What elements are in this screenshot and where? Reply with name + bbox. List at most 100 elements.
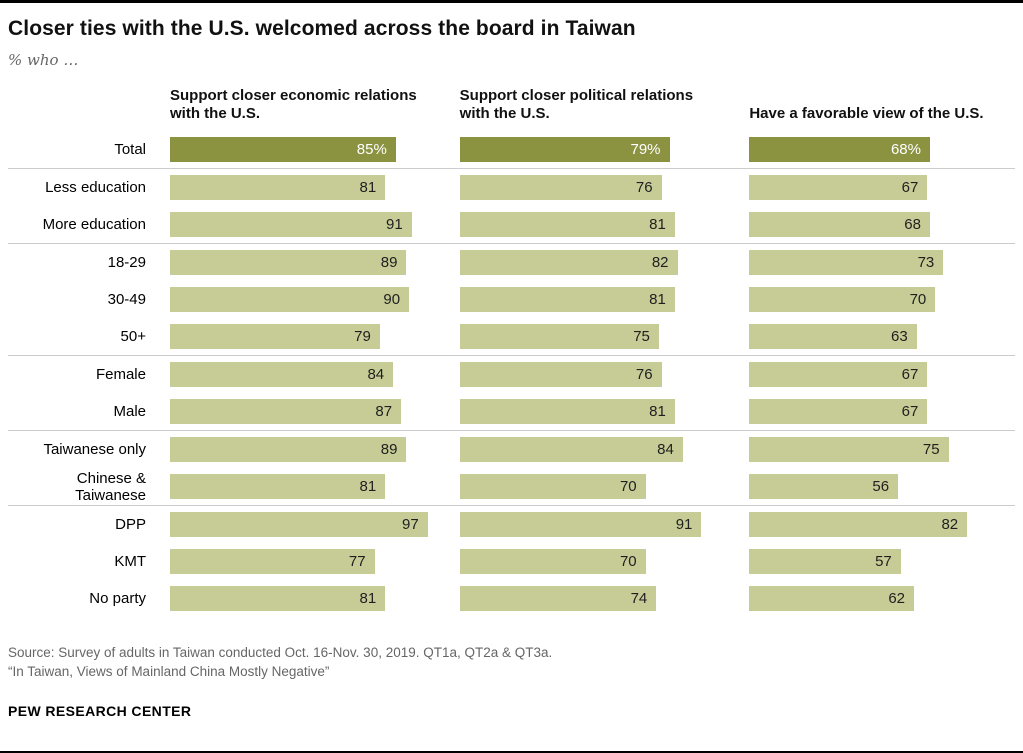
bar: 81: [170, 586, 386, 611]
row-label: Less education: [45, 179, 146, 196]
bar: 75: [459, 324, 659, 349]
bar-value: 79: [354, 328, 371, 345]
source-line-1: Source: Survey of adults in Taiwan condu…: [8, 645, 553, 660]
row-label: Female: [95, 366, 146, 383]
bar-value: 87: [375, 403, 393, 420]
bar-value: 67: [901, 366, 919, 383]
bar-cell: 67: [749, 175, 1015, 200]
bar: 89: [170, 250, 407, 275]
bar-value: 73: [917, 254, 935, 271]
bar-value: 76: [635, 179, 653, 196]
column-header-political: Support closer political relations with …: [459, 87, 694, 122]
row-label: 50+: [120, 328, 146, 345]
bar-value: 75: [922, 441, 940, 458]
bar-cell: 81: [459, 287, 726, 312]
bar-value: 70: [619, 553, 637, 570]
bar-value: 75: [633, 328, 650, 345]
bar: 90: [170, 287, 410, 312]
bar-value: 97: [401, 516, 419, 533]
bar-cell: 70: [749, 287, 1015, 312]
bar: 75: [749, 437, 949, 462]
bar: 97: [170, 512, 428, 537]
bar-cell: 91: [459, 512, 726, 537]
row-less-education: Less education 81 76 67: [8, 169, 1015, 206]
bar: 70: [459, 549, 646, 574]
bar-value: 70: [619, 478, 637, 495]
chart-rows: Total 85% 79% 68% Less education 81 76 67 More e…: [8, 131, 1015, 617]
bar-cell: 56: [749, 474, 1015, 499]
bar: 87: [170, 399, 402, 424]
row-chinese-taiwanese: Chinese & Taiwanese 81 70 56: [8, 468, 1015, 505]
bar-cell: 89: [170, 250, 436, 275]
bar-cell: 82: [749, 512, 1015, 537]
source-line-2: “In Taiwan, Views of Mainland China Most…: [8, 664, 330, 679]
bar-value: 90: [383, 291, 401, 308]
bar: 81: [459, 212, 675, 237]
bar-value: 84: [367, 366, 385, 383]
row-taiwanese-only: Taiwanese only 89 84 75: [8, 431, 1015, 468]
bar-cell: 90: [170, 287, 436, 312]
bar-cell: 81: [459, 399, 726, 424]
bar-value: 56: [872, 478, 890, 495]
bar: 85%: [170, 137, 396, 162]
row-label: More education: [42, 216, 146, 233]
bar: 63: [749, 324, 917, 349]
bar: 74: [459, 586, 657, 611]
bar-value: 62: [888, 590, 906, 607]
bar-value: 68%: [890, 141, 921, 158]
bar-value: 68: [904, 216, 921, 233]
bar-value: 76: [635, 366, 653, 383]
bar: 91: [170, 212, 412, 237]
bar-cell: 81: [170, 175, 436, 200]
bar-value: 81: [649, 403, 666, 420]
row-group: 18-29 89 82 73 30-49 90 81 70 50+ 79 75 63: [8, 244, 1015, 356]
bar-cell: 68%: [749, 137, 1015, 162]
row-kmt: KMT 77 70 57: [8, 543, 1015, 580]
row-50: 50+ 79 75 63: [8, 318, 1015, 355]
page-title: Closer ties with the U.S. welcomed acros…: [8, 17, 636, 40]
bar: 82: [749, 512, 968, 537]
row-label: Total: [114, 141, 146, 158]
column-header-economic: Support closer economic relations with t…: [170, 87, 417, 122]
bar-cell: 84: [459, 437, 726, 462]
bar: 91: [459, 512, 702, 537]
bar: 76: [459, 175, 662, 200]
bar-cell: 67: [749, 362, 1015, 387]
bar: 81: [170, 175, 386, 200]
bar-value: 81: [359, 179, 377, 196]
bar-cell: 63: [749, 324, 1015, 349]
row-no-party: No party 81 74 62: [8, 580, 1015, 617]
column-headers: Support closer economic relations with t…: [8, 87, 1015, 125]
bar-value: 82: [651, 254, 669, 271]
bar: 73: [749, 250, 944, 275]
bar: 57: [749, 549, 901, 574]
bar-value: 57: [875, 553, 892, 570]
bar: 79%: [459, 137, 670, 162]
bar-cell: 68: [749, 212, 1015, 237]
bar-cell: 85%: [170, 137, 436, 162]
bar-cell: 87: [170, 399, 436, 424]
bar: 62: [749, 586, 915, 611]
bar: 79: [170, 324, 380, 349]
bar: 84: [459, 437, 683, 462]
bar-cell: 84: [170, 362, 436, 387]
row-label: KMT: [114, 553, 146, 570]
bar-value: 67: [901, 179, 919, 196]
bar-cell: 79%: [459, 137, 726, 162]
bar-cell: 81: [459, 212, 726, 237]
bar: 84: [170, 362, 394, 387]
bar: 68: [749, 212, 930, 237]
bar-value: 91: [675, 516, 693, 533]
bar: 68%: [749, 137, 930, 162]
row-female: Female 84 76 67: [8, 356, 1015, 393]
bar-value: 82: [941, 516, 959, 533]
bar-cell: 81: [170, 474, 436, 499]
row-group: Female 84 76 67 Male 87 81 67: [8, 356, 1015, 431]
bar: 67: [749, 175, 928, 200]
bar-cell: 75: [749, 437, 1015, 462]
bar-cell: 82: [459, 250, 726, 275]
bar-value: 81: [649, 291, 666, 308]
bar-value: 85%: [356, 141, 387, 158]
bar-value: 70: [909, 291, 927, 308]
